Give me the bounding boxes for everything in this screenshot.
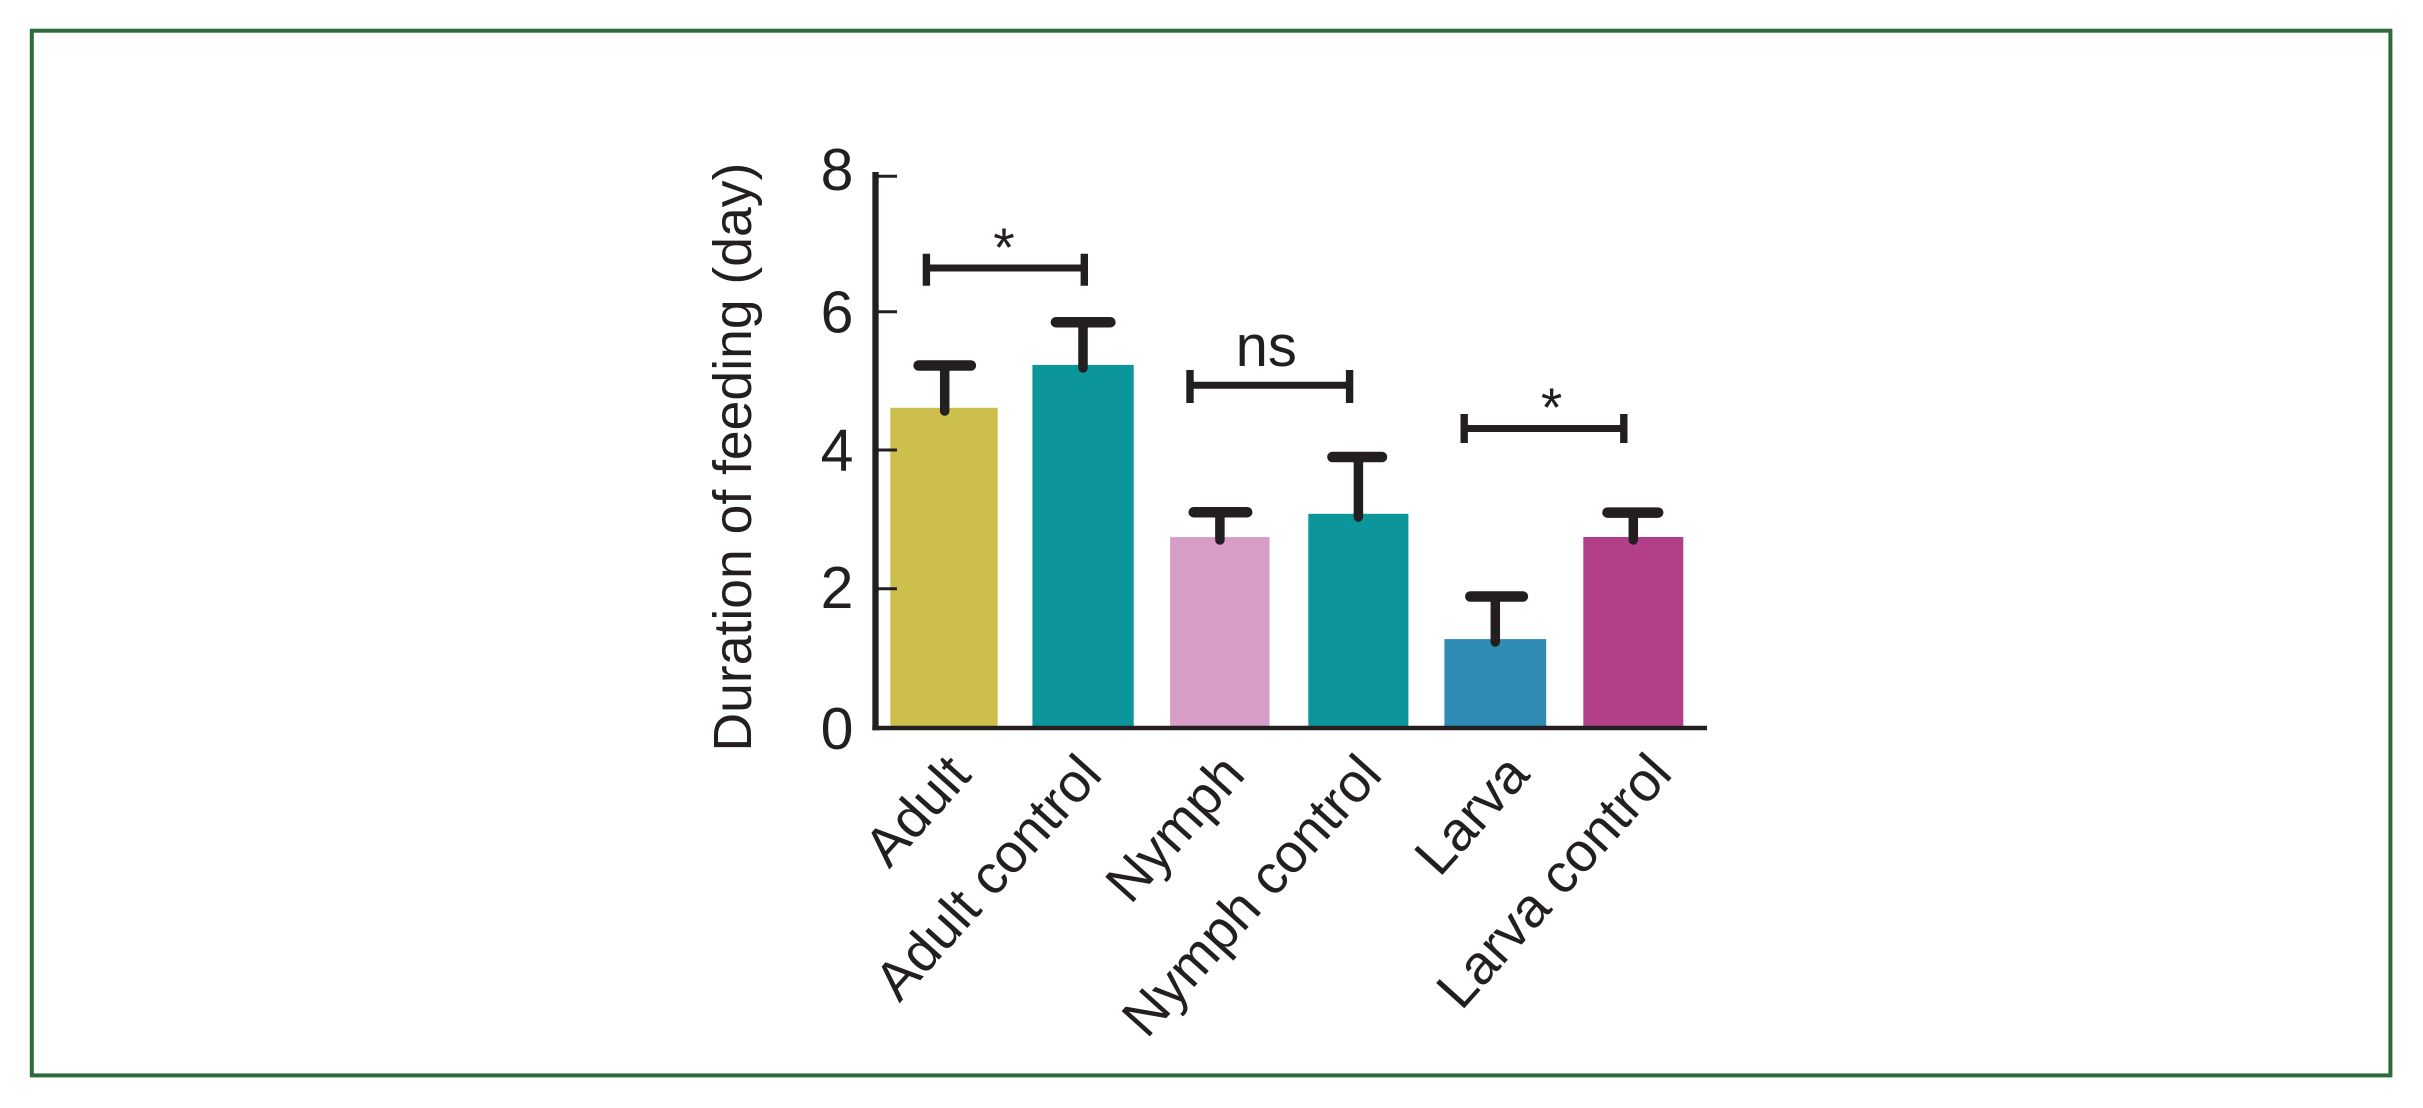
svg-text:2: 2 [821,555,854,621]
svg-text:4: 4 [821,418,854,484]
svg-text:Duration of feeding (day): Duration of feeding (day) [704,163,763,752]
svg-text:0: 0 [821,696,854,762]
svg-text:*: * [1541,376,1562,438]
svg-text:6: 6 [821,280,854,346]
svg-text:ns: ns [1236,314,1297,379]
svg-text:*: * [993,216,1014,278]
svg-text:8: 8 [821,137,854,203]
